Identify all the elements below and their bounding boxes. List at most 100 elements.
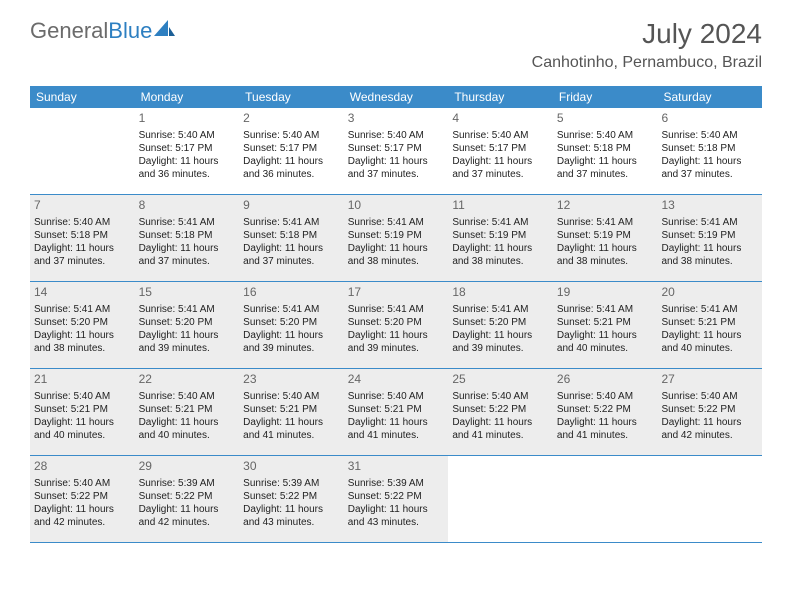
- day-number: 18: [452, 285, 549, 301]
- sunrise-text: Sunrise: 5:41 AM: [139, 216, 236, 229]
- sunrise-text: Sunrise: 5:40 AM: [661, 390, 758, 403]
- day-number: 3: [348, 111, 445, 127]
- sunset-text: Sunset: 5:18 PM: [34, 229, 131, 242]
- sunrise-text: Sunrise: 5:41 AM: [557, 303, 654, 316]
- daylight-text: Daylight: 11 hours and 38 minutes.: [452, 242, 549, 268]
- calendar-cell: 11Sunrise: 5:41 AMSunset: 5:19 PMDayligh…: [448, 195, 553, 281]
- sunset-text: Sunset: 5:22 PM: [452, 403, 549, 416]
- calendar-cell: 15Sunrise: 5:41 AMSunset: 5:20 PMDayligh…: [135, 282, 240, 368]
- sunrise-text: Sunrise: 5:41 AM: [452, 216, 549, 229]
- day-number: 22: [139, 372, 236, 388]
- day-number: 10: [348, 198, 445, 214]
- sunset-text: Sunset: 5:21 PM: [34, 403, 131, 416]
- daylight-text: Daylight: 11 hours and 39 minutes.: [139, 329, 236, 355]
- daylight-text: Daylight: 11 hours and 43 minutes.: [243, 503, 340, 529]
- calendar-cell: 6Sunrise: 5:40 AMSunset: 5:18 PMDaylight…: [657, 108, 762, 194]
- sunrise-text: Sunrise: 5:41 AM: [348, 216, 445, 229]
- daylight-text: Daylight: 11 hours and 40 minutes.: [661, 329, 758, 355]
- sunrise-text: Sunrise: 5:41 AM: [34, 303, 131, 316]
- calendar-cell: 22Sunrise: 5:40 AMSunset: 5:21 PMDayligh…: [135, 369, 240, 455]
- calendar-cell: 2Sunrise: 5:40 AMSunset: 5:17 PMDaylight…: [239, 108, 344, 194]
- sunrise-text: Sunrise: 5:40 AM: [243, 390, 340, 403]
- day-number: 12: [557, 198, 654, 214]
- sunset-text: Sunset: 5:20 PM: [452, 316, 549, 329]
- daylight-text: Daylight: 11 hours and 37 minutes.: [452, 155, 549, 181]
- calendar-cell: 30 Sunrise: 5:39 AMSunset: 5:22 PMDayligh…: [239, 456, 344, 542]
- day-number: 16: [243, 285, 340, 301]
- calendar-cell: 3Sunrise: 5:40 AMSunset: 5:17 PMDaylight…: [344, 108, 449, 194]
- day-number: 20: [661, 285, 758, 301]
- calendar-cell: 20 Sunrise: 5:41 AMSunset: 5:21 PMDayligh…: [657, 282, 762, 368]
- calendar-cell: [448, 456, 553, 542]
- page-header: GeneralBlue July 2024 Canhotinho, Pernam…: [0, 0, 792, 78]
- sunrise-text: Sunrise: 5:40 AM: [34, 216, 131, 229]
- sunrise-text: Sunrise: 5:40 AM: [139, 390, 236, 403]
- day-number: 30: [243, 459, 340, 475]
- calendar: Sunday Monday Tuesday Wednesday Thursday…: [30, 86, 762, 543]
- calendar-cell: 7Sunrise: 5:40 AMSunset: 5:18 PMDaylight…: [30, 195, 135, 281]
- daylight-text: Daylight: 11 hours and 39 minutes.: [243, 329, 340, 355]
- weeks-container: 1 Sunrise: 5:40 AM Sunset: 5:17 PM Daylight…: [30, 108, 762, 543]
- day-number: 27: [661, 372, 758, 388]
- sail-icon: [154, 18, 176, 44]
- daylight-text: Daylight: 11 hours and 37 minutes.: [139, 242, 236, 268]
- calendar-week: 1 Sunrise: 5:40 AM Sunset: 5:17 PM Daylight…: [30, 108, 762, 195]
- day-number: 2: [243, 111, 340, 127]
- sunset-text: Sunset: 5:18 PM: [661, 142, 758, 155]
- weekday-header: Wednesday: [344, 86, 449, 108]
- sunrise-text: Sunrise: 5:41 AM: [243, 303, 340, 316]
- sunrise-text: Sunrise: 5:41 AM: [661, 303, 758, 316]
- day-number: 8: [139, 198, 236, 214]
- sunset-text: Sunset: 5:18 PM: [139, 229, 236, 242]
- day-number: 17: [348, 285, 445, 301]
- day-number: 6: [661, 111, 758, 127]
- calendar-cell: 24Sunrise: 5:40 AMSunset: 5:21 PMDayligh…: [344, 369, 449, 455]
- day-number: 28: [34, 459, 131, 475]
- calendar-cell: 16Sunrise: 5:41 AMSunset: 5:20 PMDayligh…: [239, 282, 344, 368]
- calendar-cell: 17Sunrise: 5:41 AMSunset: 5:20 PMDayligh…: [344, 282, 449, 368]
- sunset-text: Sunset: 5:19 PM: [557, 229, 654, 242]
- sunrise-text: Sunrise: 5:39 AM: [139, 477, 236, 490]
- sunset-text: Sunset: 5:21 PM: [557, 316, 654, 329]
- day-number: 25: [452, 372, 549, 388]
- sunrise-text: Sunrise: 5:40 AM: [348, 390, 445, 403]
- day-number: 19: [557, 285, 654, 301]
- calendar-cell: 14Sunrise: 5:41 AMSunset: 5:20 PMDayligh…: [30, 282, 135, 368]
- calendar-cell: 21 Sunrise: 5:40 AMSunset: 5:21 PMDayligh…: [30, 369, 135, 455]
- sunrise-text: Sunrise: 5:40 AM: [34, 390, 131, 403]
- day-number: 21: [34, 372, 131, 388]
- sunrise-text: Sunrise: 5:41 AM: [557, 216, 654, 229]
- calendar-cell: 29Sunrise: 5:39 AMSunset: 5:22 PMDayligh…: [135, 456, 240, 542]
- daylight-text: Daylight: 11 hours and 40 minutes.: [34, 416, 131, 442]
- daylight-text: Daylight: 11 hours and 37 minutes.: [661, 155, 758, 181]
- day-number: 9: [243, 198, 340, 214]
- calendar-cell: [30, 108, 135, 194]
- sunrise-text: Sunrise: 5:39 AM: [243, 477, 340, 490]
- calendar-cell: 25Sunrise: 5:40 AMSunset: 5:22 PMDayligh…: [448, 369, 553, 455]
- daylight-text: Daylight: 11 hours and 39 minutes.: [348, 329, 445, 355]
- sunset-text: Sunset: 5:21 PM: [139, 403, 236, 416]
- daylight-text: Daylight: 11 hours and 39 minutes.: [452, 329, 549, 355]
- daylight-text: Daylight: 11 hours and 42 minutes.: [139, 503, 236, 529]
- calendar-cell: [553, 456, 658, 542]
- calendar-week: 14Sunrise: 5:41 AMSunset: 5:20 PMDayligh…: [30, 282, 762, 369]
- sunset-text: Sunset: 5:22 PM: [243, 490, 340, 503]
- sunset-text: Sunset: 5:17 PM: [243, 142, 340, 155]
- calendar-cell: 13Sunrise: 5:41 AMSunset: 5:19 PMDayligh…: [657, 195, 762, 281]
- day-number: 1: [139, 111, 236, 127]
- calendar-cell: 1Sunrise: 5:40 AMSunset: 5:17 PMDaylight…: [135, 108, 240, 194]
- sunset-text: Sunset: 5:22 PM: [661, 403, 758, 416]
- sunrise-text: Sunrise: 5:40 AM: [139, 129, 236, 142]
- logo-text-general: General: [30, 18, 108, 44]
- weekday-header: Thursday: [448, 86, 553, 108]
- sunrise-text: Sunrise: 5:41 AM: [243, 216, 340, 229]
- day-number: 5: [557, 111, 654, 127]
- day-number: 26: [557, 372, 654, 388]
- sunset-text: Sunset: 5:21 PM: [661, 316, 758, 329]
- sunset-text: Sunset: 5:20 PM: [34, 316, 131, 329]
- title-block: July 2024 Canhotinho, Pernambuco, Brazil: [532, 18, 762, 72]
- calendar-cell: 4Sunrise: 5:40 AMSunset: 5:17 PMDaylight…: [448, 108, 553, 194]
- sunset-text: Sunset: 5:18 PM: [557, 142, 654, 155]
- sunrise-text: Sunrise: 5:41 AM: [452, 303, 549, 316]
- daylight-text: Daylight: 11 hours and 38 minutes.: [557, 242, 654, 268]
